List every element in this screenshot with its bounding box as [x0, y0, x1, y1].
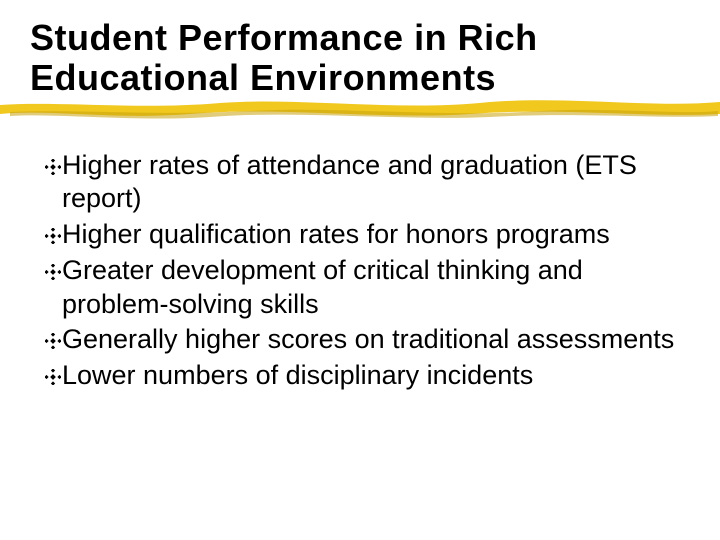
bullet-text: Greater development of critical thinking…	[62, 254, 680, 322]
bullet-icon	[44, 222, 62, 250]
bullet-text: Generally higher scores on traditional a…	[62, 323, 674, 357]
bullet-list: Higher rates of attendance and graduatio…	[30, 149, 690, 393]
bullet-text: Higher qualification rates for honors pr…	[62, 218, 610, 252]
brush-underline-icon	[0, 97, 720, 119]
title-underline	[0, 97, 720, 119]
bullet-icon	[44, 153, 62, 181]
list-item: Greater development of critical thinking…	[44, 254, 680, 322]
bullet-text: Lower numbers of disciplinary incidents	[62, 359, 533, 393]
bullet-icon	[44, 258, 62, 286]
bullet-icon	[44, 363, 62, 391]
slide-title: Student Performance in Rich Educational …	[30, 18, 690, 99]
list-item: Higher rates of attendance and graduatio…	[44, 149, 680, 217]
list-item: Lower numbers of disciplinary incidents	[44, 359, 680, 393]
list-item: Generally higher scores on traditional a…	[44, 323, 680, 357]
slide: Student Performance in Rich Educational …	[0, 0, 720, 540]
bullet-text: Higher rates of attendance and graduatio…	[62, 149, 680, 217]
bullet-icon	[44, 327, 62, 355]
list-item: Higher qualification rates for honors pr…	[44, 218, 680, 252]
